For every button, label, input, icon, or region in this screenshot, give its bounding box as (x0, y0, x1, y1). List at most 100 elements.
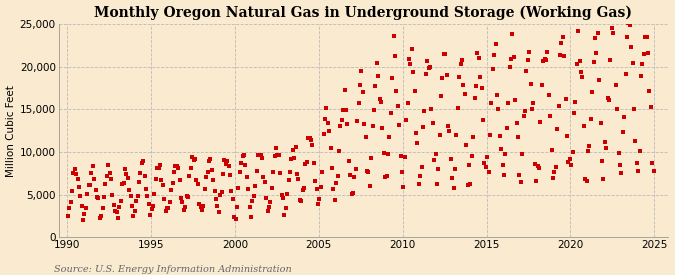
Point (377, 126, 387, 130)
Point (261, 196, 272, 200)
Point (230, 216, 241, 221)
Point (511, 121, 522, 126)
Point (521, 68, 532, 73)
Point (541, 58, 551, 62)
Point (461, 142, 472, 147)
Point (475, 74, 485, 79)
Point (84, 183, 95, 187)
Point (288, 148, 298, 152)
Point (170, 164, 181, 169)
Point (364, 184, 375, 188)
Point (110, 209, 121, 213)
Point (300, 161, 311, 166)
Point (131, 199, 142, 204)
Point (439, 52, 450, 56)
Point (499, 173, 510, 177)
Point (554, 104, 564, 108)
Point (317, 170, 327, 175)
Point (190, 156, 200, 161)
Point (302, 160, 313, 164)
Point (584, 144, 595, 148)
Point (243, 187, 254, 191)
Point (481, 165, 491, 169)
Point (489, 53, 500, 57)
Point (427, 121, 438, 125)
Point (90, 188, 101, 192)
Point (117, 182, 128, 186)
Point (79, 211, 90, 216)
Point (560, 96, 571, 101)
Point (375, 100, 386, 104)
Point (401, 118, 412, 122)
Point (444, 128, 455, 133)
Point (186, 166, 196, 170)
Point (271, 146, 281, 150)
Point (195, 205, 206, 210)
Point (636, 73, 647, 78)
Point (232, 205, 242, 209)
Point (292, 172, 302, 176)
Point (219, 158, 230, 162)
Point (148, 204, 159, 208)
Point (199, 187, 210, 191)
Point (181, 194, 192, 199)
Point (643, 51, 653, 55)
Point (96, 214, 107, 218)
Point (589, 36, 600, 40)
Point (460, 92, 470, 97)
Point (571, 62, 582, 66)
Point (103, 163, 113, 168)
Point (588, 59, 599, 64)
Point (290, 145, 301, 149)
Point (496, 146, 507, 151)
Point (437, 76, 448, 80)
Point (435, 94, 446, 98)
Point (313, 202, 323, 206)
Point (507, 32, 518, 36)
Point (506, 57, 516, 61)
Point (114, 205, 125, 209)
Point (452, 105, 463, 110)
Point (606, 26, 617, 30)
Point (385, 111, 396, 115)
Point (176, 196, 186, 200)
Point (379, 151, 389, 155)
Point (143, 201, 154, 206)
Point (451, 133, 462, 138)
Point (121, 172, 132, 176)
Point (130, 209, 140, 214)
Point (369, 108, 379, 112)
Point (336, 117, 347, 122)
Point (160, 209, 171, 213)
Point (466, 154, 477, 158)
Point (173, 166, 184, 170)
Point (620, 72, 631, 76)
Point (324, 129, 335, 133)
Point (418, 124, 429, 129)
Point (431, 181, 442, 186)
Point (97, 205, 108, 210)
Point (163, 206, 173, 211)
Point (331, 181, 342, 185)
Point (353, 101, 364, 105)
Point (477, 86, 487, 90)
Point (603, 98, 614, 102)
Point (479, 161, 490, 166)
Point (627, 60, 638, 65)
Point (182, 194, 193, 199)
Point (111, 210, 122, 214)
Point (494, 134, 505, 138)
Point (289, 156, 300, 160)
Point (577, 75, 588, 79)
Point (169, 169, 180, 174)
Point (555, 52, 566, 57)
Point (281, 206, 292, 211)
Point (149, 192, 160, 197)
Point (74, 184, 84, 189)
Point (200, 175, 211, 179)
Point (370, 84, 381, 88)
Text: Source: U.S. Energy Information Administration: Source: U.S. Energy Information Administ… (54, 265, 292, 274)
Point (580, 177, 591, 181)
Point (594, 78, 605, 82)
Point (226, 189, 237, 193)
